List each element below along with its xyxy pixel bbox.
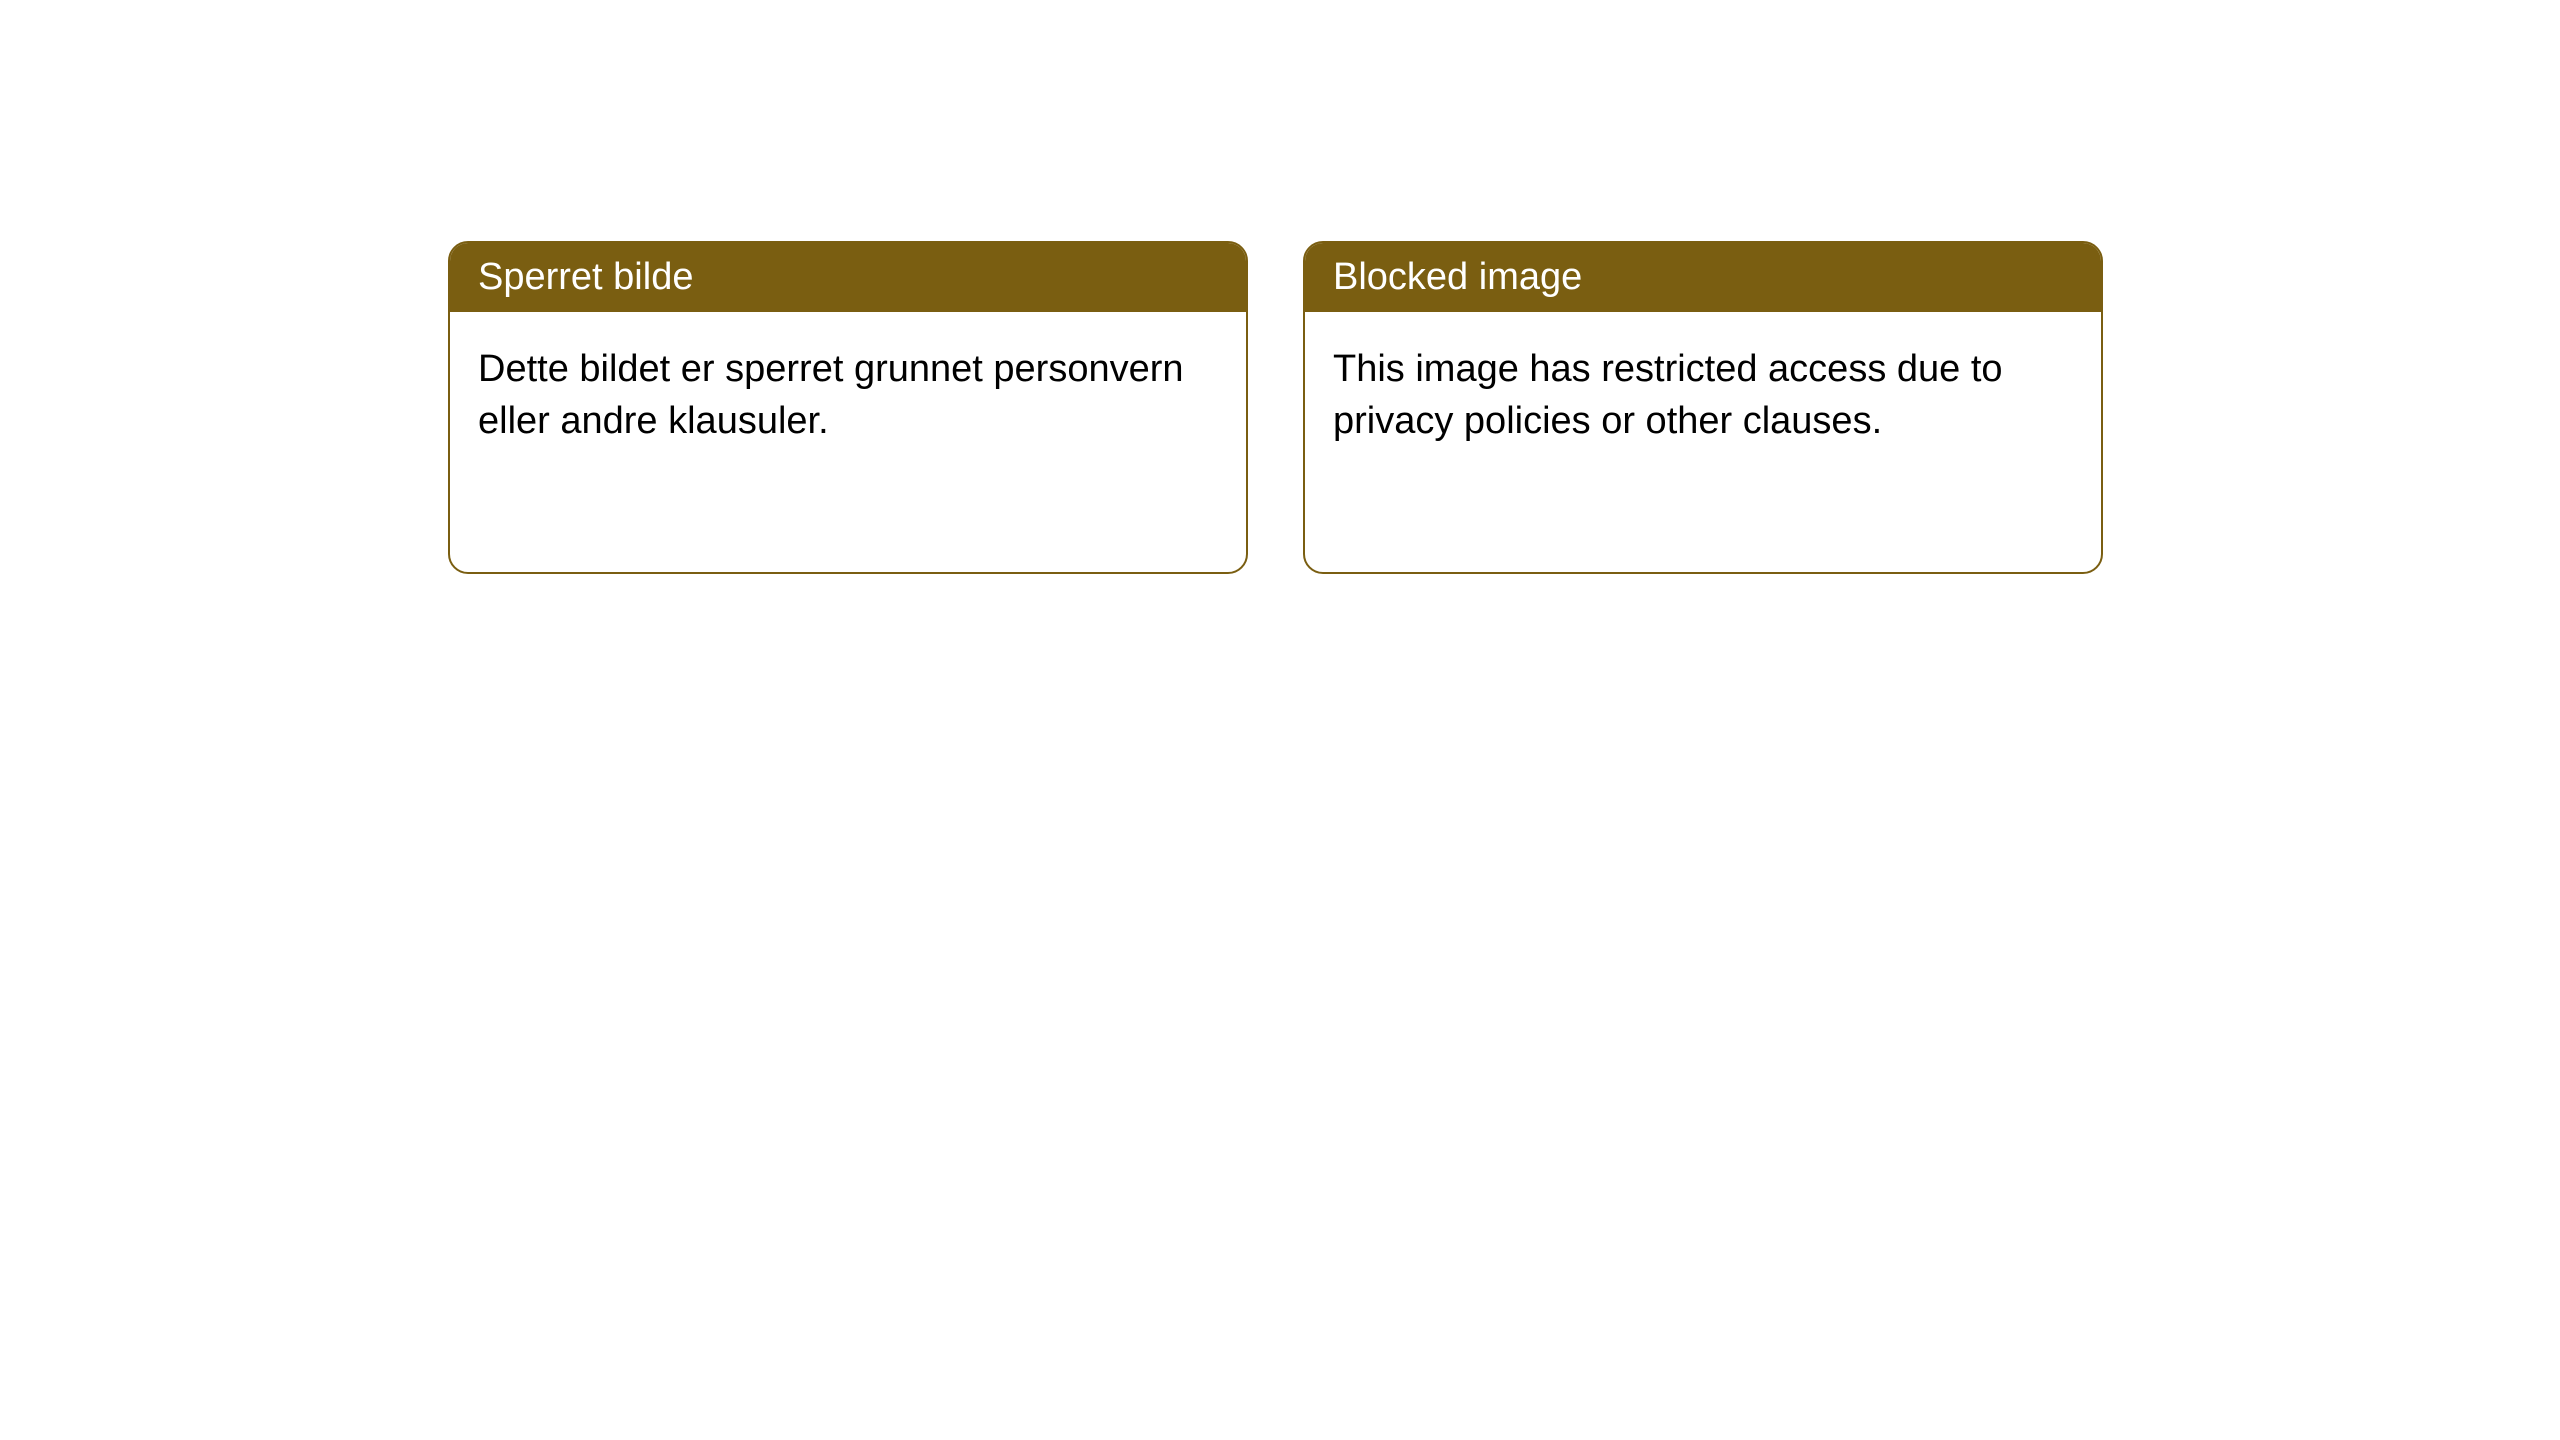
card-header: Sperret bilde xyxy=(450,243,1246,312)
body-text: Dette bildet er sperret grunnet personve… xyxy=(478,348,1184,441)
card-body: Dette bildet er sperret grunnet personve… xyxy=(450,312,1246,479)
card-header: Blocked image xyxy=(1305,243,2101,312)
notice-card-norwegian: Sperret bilde Dette bildet er sperret gr… xyxy=(448,241,1248,574)
body-text: This image has restricted access due to … xyxy=(1333,348,2003,441)
card-body: This image has restricted access due to … xyxy=(1305,312,2101,479)
header-text: Blocked image xyxy=(1333,256,1582,298)
header-text: Sperret bilde xyxy=(478,256,693,298)
notice-card-english: Blocked image This image has restricted … xyxy=(1303,241,2103,574)
notice-container: Sperret bilde Dette bildet er sperret gr… xyxy=(448,241,2103,574)
